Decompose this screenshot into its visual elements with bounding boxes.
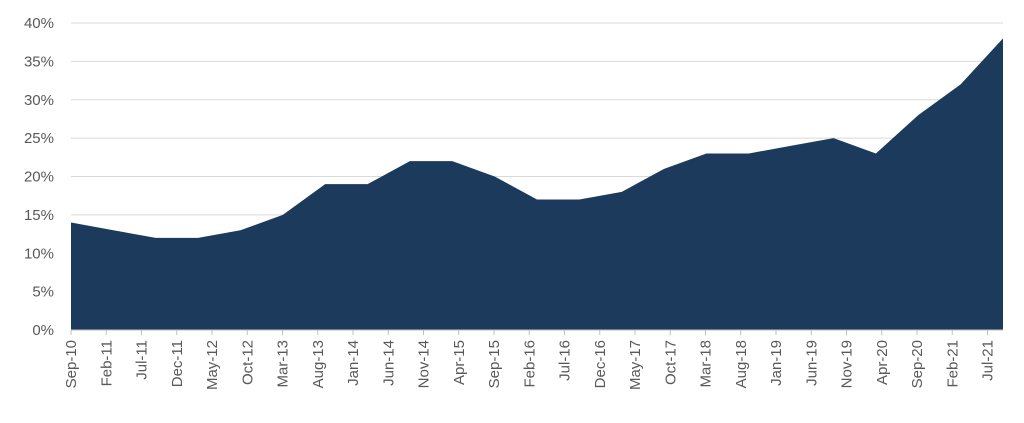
x-tick-label: Mar-13 (275, 340, 292, 388)
x-tick-label: Nov-19 (839, 340, 856, 388)
y-axis: 0% 5% 10% 15% 20% 25% 30% 35% 40% (24, 15, 54, 339)
x-axis: Sep-10 Feb-11 Jul-11 Dec-11 May-12 Oct-12 Mar-… (63, 329, 1003, 390)
x-tick-label: Aug-18 (733, 340, 750, 388)
x-tick-label: Oct-12 (239, 340, 256, 385)
x-tick-label: Sep-20 (909, 340, 926, 388)
x-tick-label: Feb-11 (98, 340, 115, 386)
y-tick-label: 35% (24, 53, 54, 70)
y-tick-label: 5% (32, 284, 54, 301)
y-tick-label: 30% (24, 92, 54, 109)
x-tick-label: Feb-16 (521, 340, 538, 388)
x-tick-label: Jul-21 (980, 340, 997, 381)
area-series (71, 38, 1003, 330)
x-tick-label: May-17 (627, 340, 644, 390)
y-tick-label: 40% (24, 15, 54, 32)
x-tick-label: Jun-19 (803, 340, 820, 386)
x-tick-label: Apr-20 (874, 340, 891, 385)
x-tick-label: Dec-16 (592, 340, 609, 388)
y-tick-label: 0% (32, 322, 54, 339)
x-tick-label: Jun-14 (380, 340, 397, 386)
x-tick-label: Jul-11 (134, 340, 151, 380)
area-fill (71, 38, 1003, 330)
x-tick-label: Jul-16 (557, 340, 574, 381)
y-tick-label: 10% (24, 245, 54, 262)
x-tick-label: Nov-14 (416, 340, 433, 388)
x-tick-label: Feb-21 (944, 340, 961, 388)
y-tick-label: 20% (24, 169, 54, 186)
x-tick-label: Aug-13 (310, 340, 327, 388)
x-tick-label: Oct-17 (662, 340, 679, 385)
x-tick-label: Mar-18 (698, 340, 715, 388)
x-tick-label: Dec-11 (169, 340, 186, 387)
x-tick-label: May-12 (204, 340, 221, 390)
y-tick-label: 25% (24, 130, 54, 147)
x-tick-label: Jan-14 (345, 340, 362, 386)
x-tick-label: Jan-19 (768, 340, 785, 386)
x-tick-label: Sep-10 (63, 340, 80, 388)
y-tick-label: 15% (24, 207, 54, 224)
x-tick-label: Apr-15 (451, 340, 468, 385)
x-tick-label: Sep-15 (486, 340, 503, 388)
